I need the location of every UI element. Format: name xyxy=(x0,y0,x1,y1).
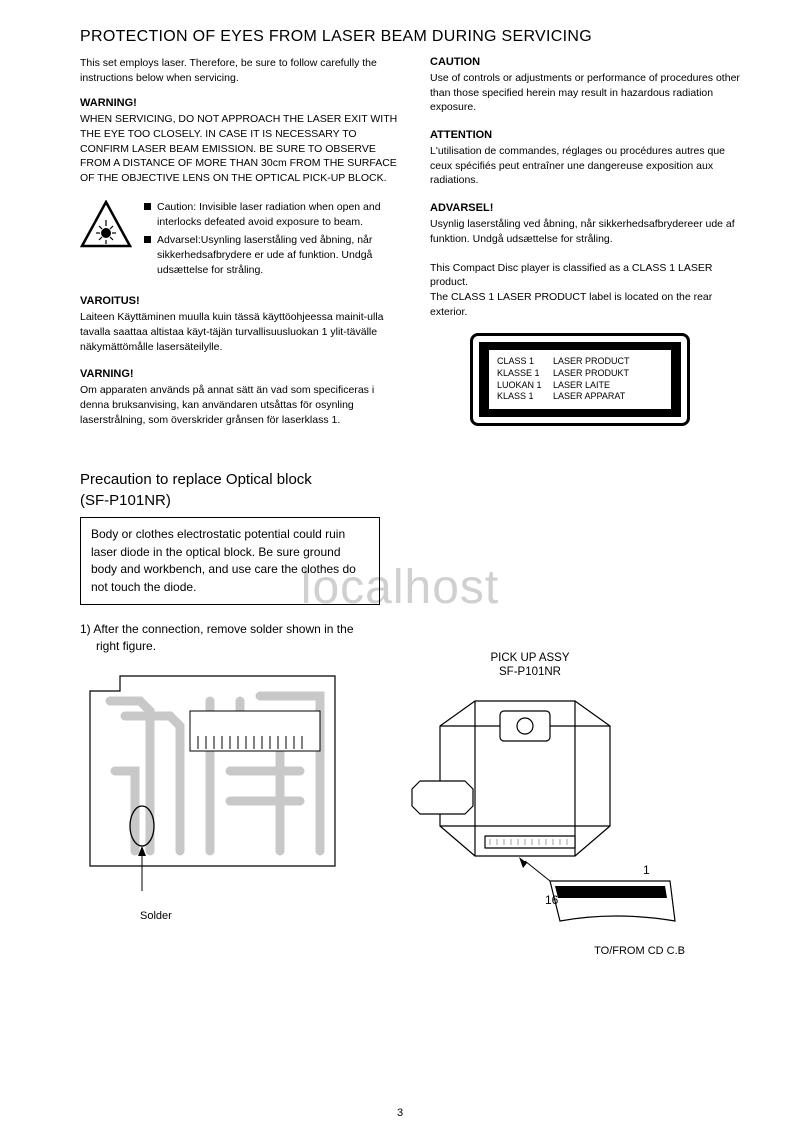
advarsel-body: Usynlig laserståling ved åbning, når sik… xyxy=(430,217,740,246)
left-column: This set employs laser. Therefore, be su… xyxy=(80,56,400,441)
laser-warning-icon xyxy=(80,200,132,248)
laser-label-core: CLASS 1LASER PRODUCT KLASSE 1LASER PRODU… xyxy=(489,350,671,409)
optical-model: (SF-P101NR) xyxy=(80,492,740,509)
pickup-figure: PICK UP ASSY SF-P101NR xyxy=(375,651,685,958)
label-row: KLASSE 1LASER PRODUKT xyxy=(497,368,663,380)
label-class: KLASSE 1 xyxy=(497,368,553,380)
label-row: LUOKAN 1LASER LAITE xyxy=(497,380,663,392)
pickup-title-line2: SF-P101NR xyxy=(499,666,561,678)
bullet-item: Caution: Invisible laser radiation when … xyxy=(144,200,400,229)
bullet-marker-icon xyxy=(144,236,151,243)
warning-body: WHEN SERVICING, DO NOT APPROACH THE LASE… xyxy=(80,112,400,185)
caution-bullets: Caution: Invisible laser radiation when … xyxy=(144,200,400,281)
solder-label: Solder xyxy=(140,910,345,922)
varoitus-body: Laiteen Käyttäminen muulla kuin tässä kä… xyxy=(80,310,400,354)
varning-heading: VARNING! xyxy=(80,368,400,380)
varoitus-heading: VAROITUS! xyxy=(80,295,400,307)
figures-row: Solder PICK UP ASSY SF-P101NR xyxy=(80,671,740,958)
step-1: 1) After the connection, remove solder s… xyxy=(80,621,380,655)
pickup-diagram: 1 16 xyxy=(375,686,685,936)
esd-warning-box: Body or clothes electrostatic potential … xyxy=(80,517,380,605)
pcb-diagram xyxy=(80,671,345,901)
pin-16-label: 16 xyxy=(545,893,559,907)
optical-heading: Precaution to replace Optical block xyxy=(80,471,740,488)
laser-label-inner: CLASS 1LASER PRODUCT KLASSE 1LASER PRODU… xyxy=(479,342,681,417)
laser-caution-block: Caution: Invisible laser radiation when … xyxy=(80,200,400,281)
right-column: CAUTION Use of controls or adjustments o… xyxy=(430,56,740,441)
page-content: PROTECTION OF EYES FROM LASER BEAM DURIN… xyxy=(80,28,740,957)
attention-body: L'utilisation de commandes, réglages ou … xyxy=(430,144,740,188)
pin-1-label: 1 xyxy=(643,863,650,877)
main-title: PROTECTION OF EYES FROM LASER BEAM DURIN… xyxy=(80,28,740,46)
label-desc: LASER APPARAT xyxy=(553,391,625,403)
intro-text: This set employs laser. Therefore, be su… xyxy=(80,56,400,85)
label-desc: LASER PRODUKT xyxy=(553,368,629,380)
label-class: LUOKAN 1 xyxy=(497,380,553,392)
bullet-marker-icon xyxy=(144,203,151,210)
label-desc: LASER LAITE xyxy=(553,380,610,392)
caution-body: Use of controls or adjustments or perfor… xyxy=(430,71,740,115)
label-desc: LASER PRODUCT xyxy=(553,356,630,368)
pickup-title-line1: PICK UP ASSY xyxy=(490,652,569,664)
pickup-title: PICK UP ASSY SF-P101NR xyxy=(375,651,685,681)
varning-body: Om apparaten används på annat sätt än va… xyxy=(80,383,400,427)
bullet-text: Advarsel:Usynling laserståling ved åbnin… xyxy=(157,233,400,277)
class-info-body: This Compact Disc player is classified a… xyxy=(430,261,740,320)
attention-heading: ATTENTION xyxy=(430,129,740,141)
caution-heading: CAUTION xyxy=(430,56,740,68)
two-column-layout: This set employs laser. Therefore, be su… xyxy=(80,56,740,441)
bullet-text: Caution: Invisible laser radiation when … xyxy=(157,200,400,229)
label-row: KLASS 1LASER APPARAT xyxy=(497,391,663,403)
label-row: CLASS 1LASER PRODUCT xyxy=(497,356,663,368)
label-class: KLASS 1 xyxy=(497,391,553,403)
bullet-item: Advarsel:Usynling laserståling ved åbnin… xyxy=(144,233,400,277)
cd-cb-label: TO/FROM CD C.B xyxy=(375,945,685,957)
warning-heading: WARNING! xyxy=(80,97,400,109)
page-number: 3 xyxy=(397,1107,403,1119)
pcb-figure: Solder xyxy=(80,671,345,922)
label-class: CLASS 1 xyxy=(497,356,553,368)
advarsel-heading: ADVARSEL! xyxy=(430,202,740,214)
laser-label-outer: CLASS 1LASER PRODUCT KLASSE 1LASER PRODU… xyxy=(470,333,690,426)
